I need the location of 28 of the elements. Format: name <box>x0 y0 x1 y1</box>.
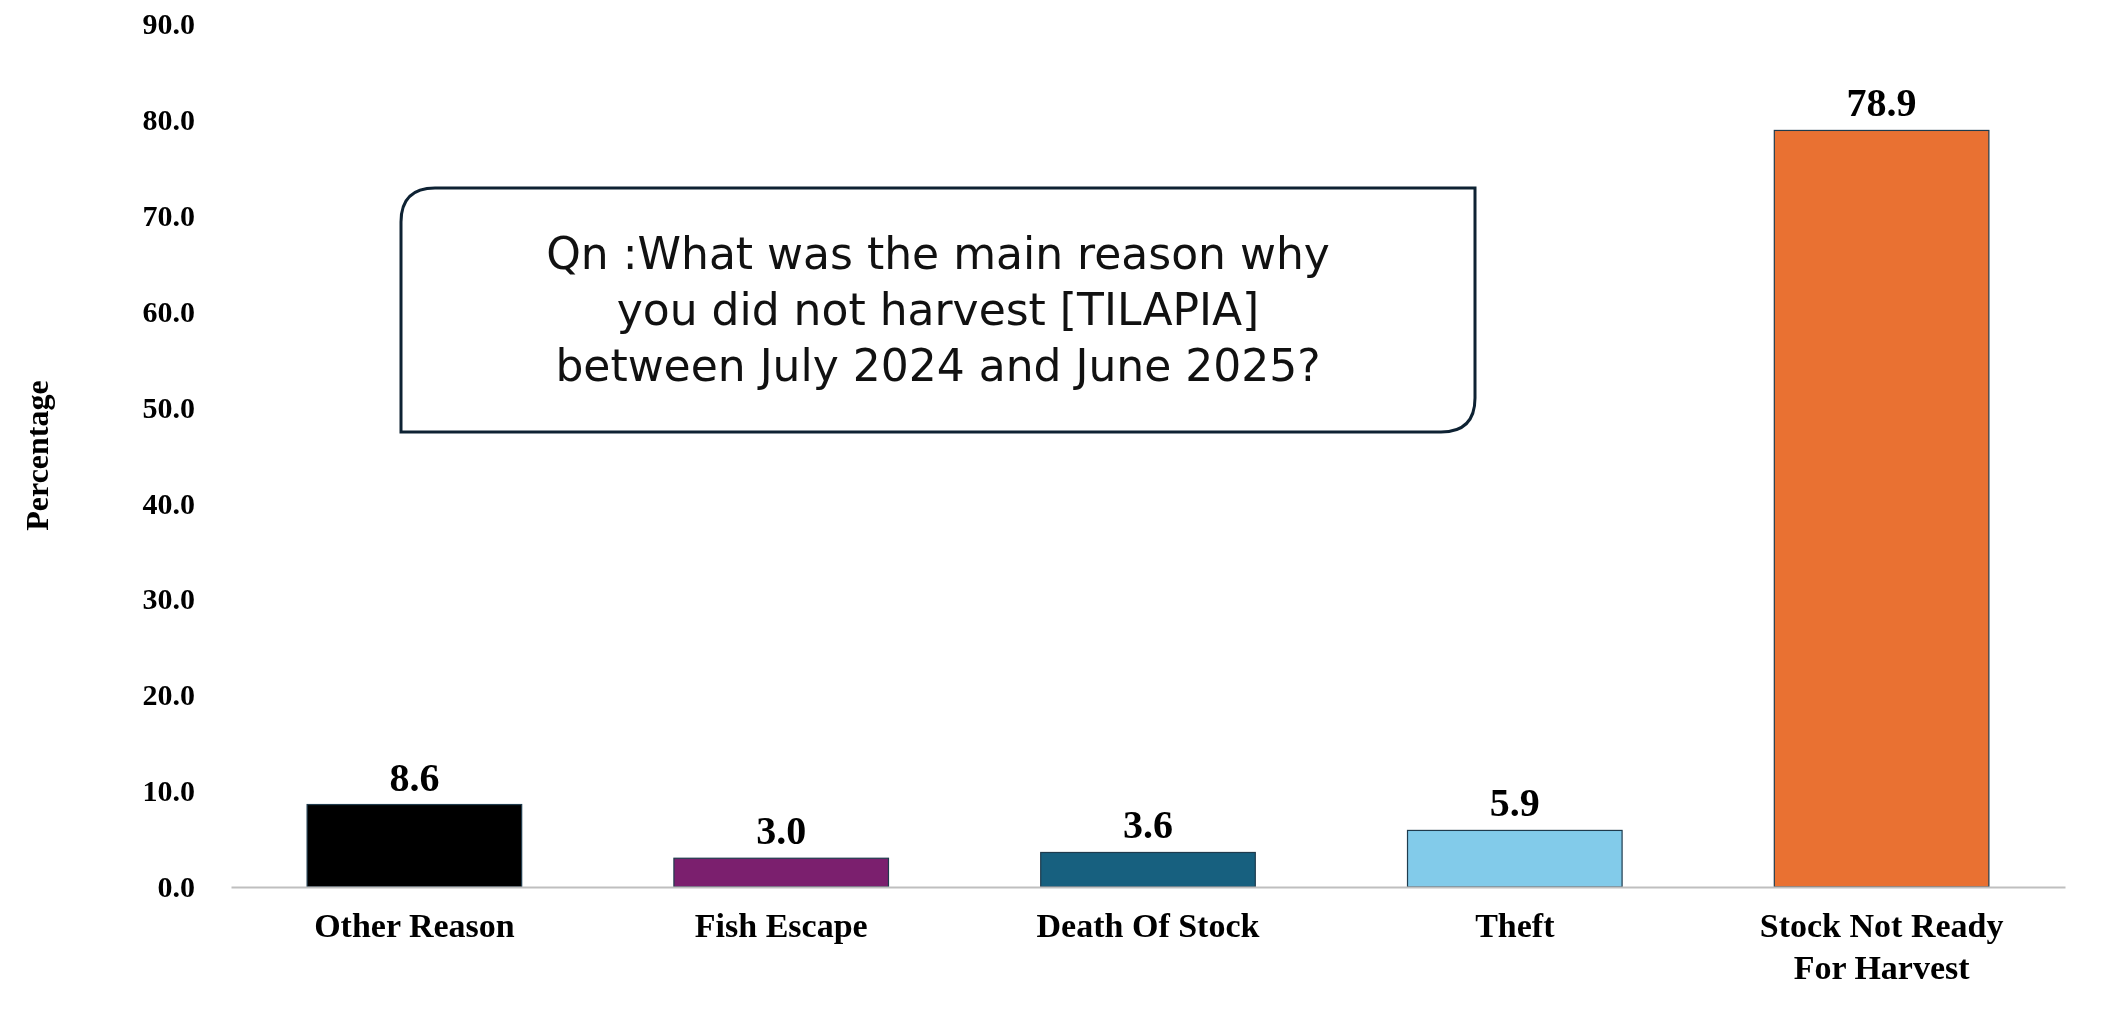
bar <box>1773 129 1990 888</box>
y-tick-label: 20.0 <box>142 678 195 712</box>
y-tick-label: 90.0 <box>142 7 195 41</box>
bar <box>1406 829 1623 888</box>
data-label: 8.6 <box>389 754 440 800</box>
y-tick-label: 30.0 <box>142 582 195 616</box>
x-tick-label: Fish Escape <box>694 907 868 944</box>
x-tick-label: Theft <box>1475 907 1556 944</box>
x-tick-label: Death Of Stock <box>1036 907 1260 944</box>
y-tick-label: 0.0 <box>157 870 195 904</box>
y-tick-label: 70.0 <box>142 198 195 232</box>
data-label: 5.9 <box>1489 780 1540 826</box>
y-tick-label: 80.0 <box>142 102 195 136</box>
y-tick-label: 10.0 <box>142 774 195 808</box>
y-tick-label: 40.0 <box>142 486 195 520</box>
bar <box>306 803 523 888</box>
data-label: 3.0 <box>756 808 807 854</box>
bar <box>1040 851 1256 888</box>
y-axis-title: Percentage <box>19 380 55 531</box>
x-tick-label: Stock Not Ready For Harvest <box>1759 907 2004 986</box>
annotation: Qn :What was the main reason why you did not harvest [TILAPIA] between July 2024 and June 2025? <box>546 228 1330 391</box>
y-tick-label: 60.0 <box>142 294 195 328</box>
bar <box>673 857 890 888</box>
callout-box: Qn :What was the main reason why you did not harvest [TILAPIA] between July 2024 and June 2025? <box>399 186 1477 434</box>
y-tick-label: 50.0 <box>142 390 195 424</box>
data-label: 3.6 <box>1123 802 1173 848</box>
data-label: 78.9 <box>1846 80 1917 126</box>
x-tick-label: Other Reason <box>314 907 515 944</box>
